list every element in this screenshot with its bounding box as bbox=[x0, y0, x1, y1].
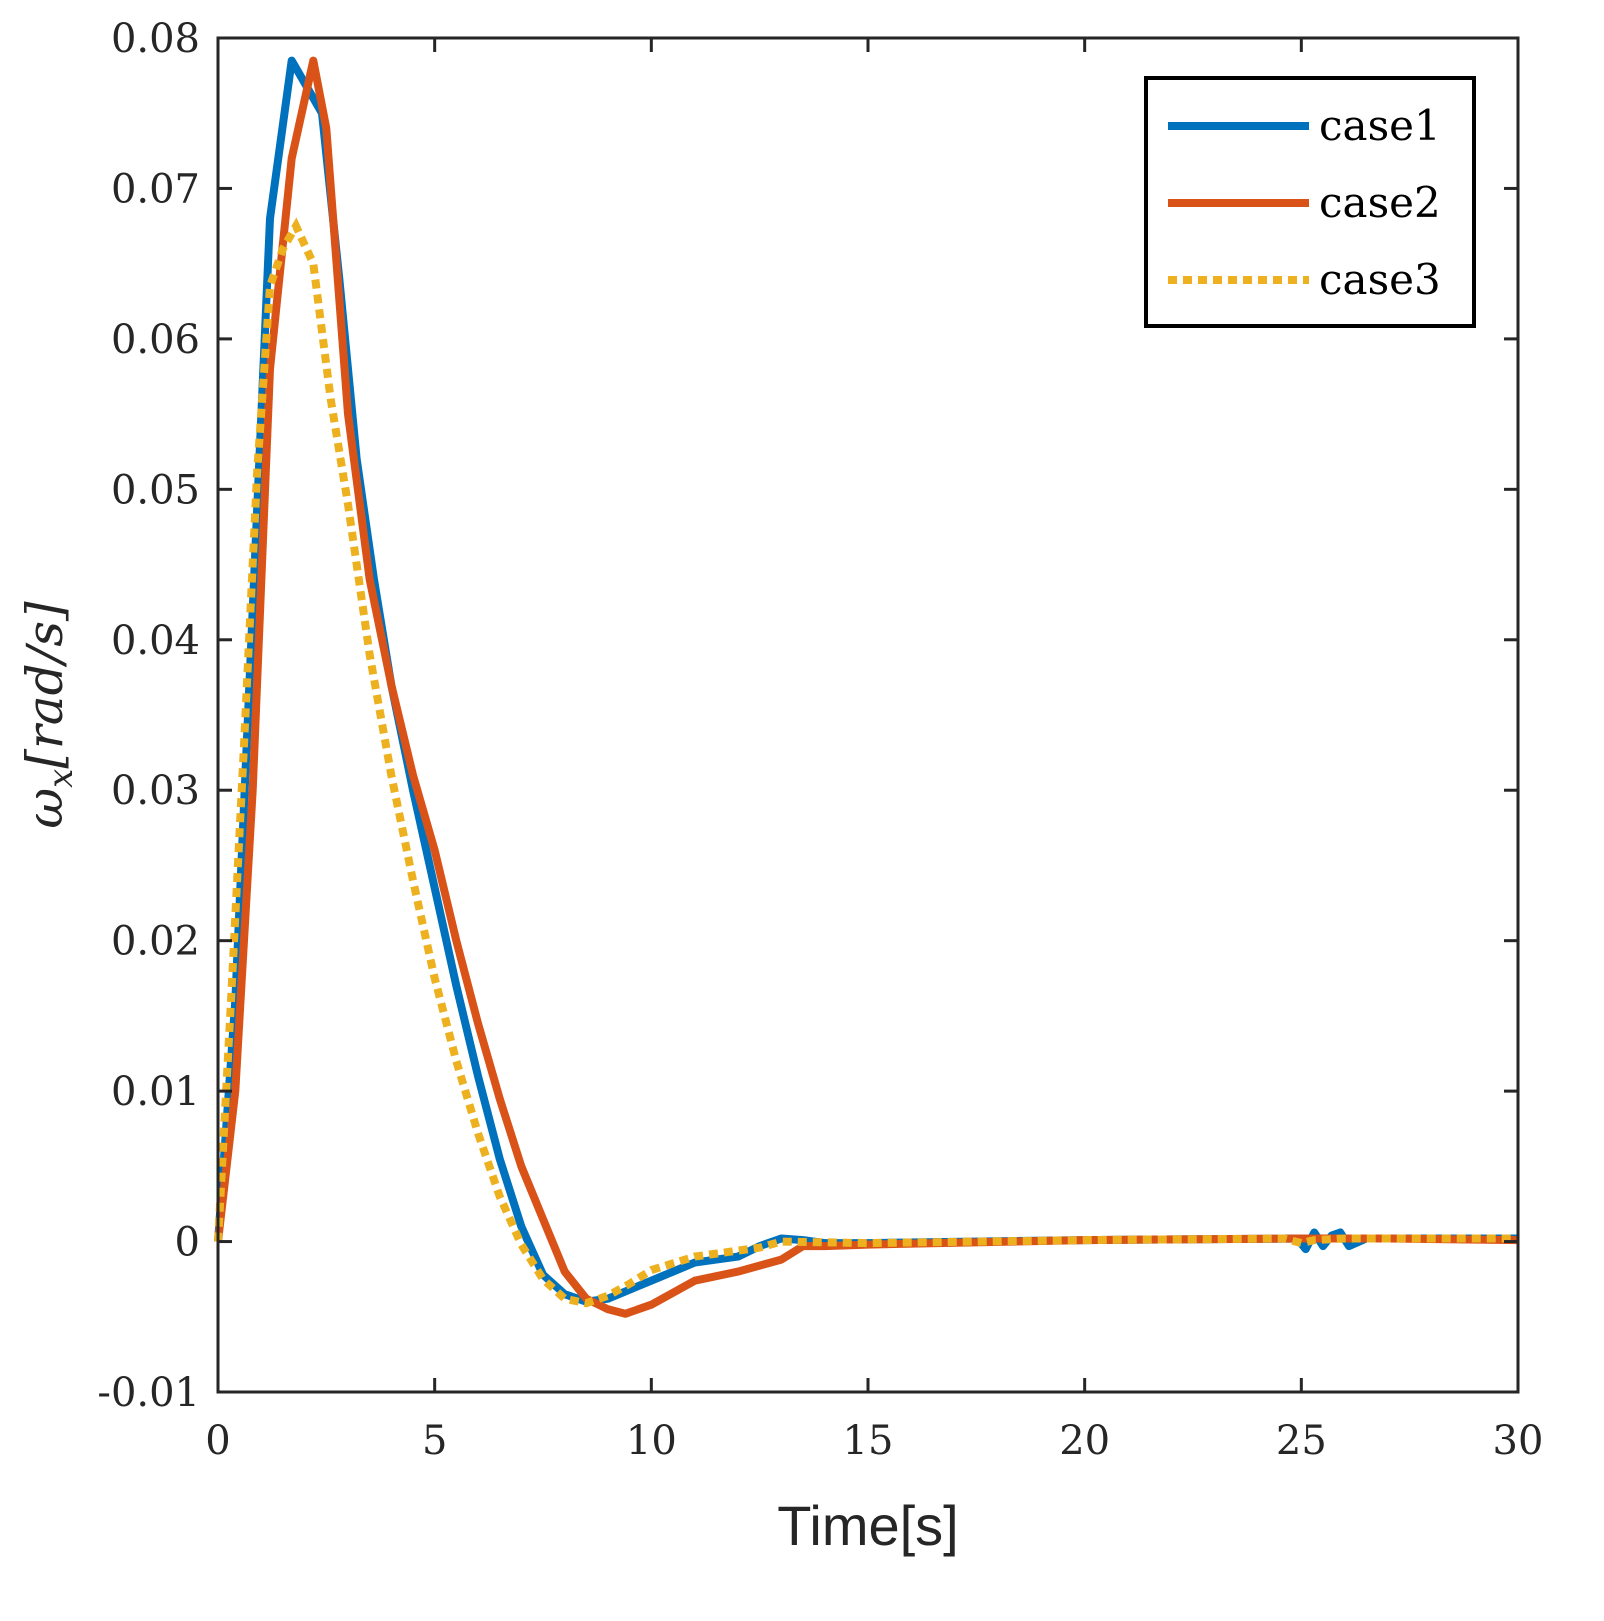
x-tick-label: 20 bbox=[1059, 1418, 1110, 1464]
legend-items: case1 case2 case3 bbox=[1168, 101, 1441, 304]
y-tick-label: 0.03 bbox=[111, 768, 200, 814]
x-tick-label: 30 bbox=[1493, 1418, 1544, 1464]
y-axis-title-symbol: ω bbox=[16, 788, 74, 829]
x-tick-label: 10 bbox=[626, 1418, 677, 1464]
y-tick-label: -0.01 bbox=[97, 1370, 200, 1416]
legend-item-case3: case3 bbox=[1168, 255, 1441, 304]
legend-item-case2: case2 bbox=[1168, 178, 1441, 227]
y-tick-label: 0.07 bbox=[111, 166, 200, 212]
x-tick-label: 25 bbox=[1276, 1418, 1327, 1464]
y-tick-label: 0.08 bbox=[111, 16, 200, 62]
tick-labels-layer: 0 5 10 15 20 25 30-0.0100.010.020.030.040.050.… bbox=[97, 16, 1543, 1464]
legend-label: case1 bbox=[1319, 101, 1441, 150]
y-axis-title-subscript: x bbox=[41, 769, 81, 788]
ticks-layer bbox=[216, 36, 1520, 1394]
series-layer bbox=[214, 56, 1519, 1318]
y-tick-label: 0.01 bbox=[111, 1069, 200, 1115]
y-tick-label: 0 bbox=[175, 1220, 200, 1266]
legend-label: case3 bbox=[1319, 255, 1441, 304]
x-tick-label: 0 bbox=[205, 1418, 230, 1464]
y-tick-label: 0.05 bbox=[111, 467, 200, 513]
x-axis-title: Time[s] bbox=[777, 1494, 958, 1557]
x-tick-label: 5 bbox=[422, 1418, 447, 1464]
svg-text:ωx[rad/s]: ωx[rad/s] bbox=[16, 601, 81, 829]
y-axis-title: ωx[rad/s] bbox=[16, 601, 81, 829]
series-line-case3 bbox=[214, 217, 1518, 1308]
y-tick-label: 0.04 bbox=[111, 618, 200, 664]
x-tick-label: 15 bbox=[843, 1418, 894, 1464]
y-tick-label: 0.02 bbox=[111, 919, 200, 965]
legend: case1 case2 case3 bbox=[1144, 76, 1476, 328]
legend-label: case2 bbox=[1319, 178, 1441, 227]
y-axis-title-unit: [rad/s] bbox=[16, 601, 74, 769]
legend-item-case1: case1 bbox=[1168, 101, 1441, 150]
y-tick-label: 0.06 bbox=[111, 317, 200, 363]
